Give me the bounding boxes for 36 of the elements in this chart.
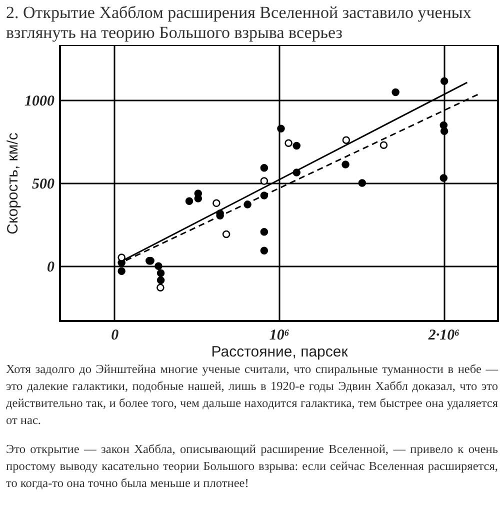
point (440, 127, 448, 136)
point (260, 228, 268, 236)
point (154, 262, 162, 270)
point (185, 197, 194, 206)
point (118, 267, 126, 276)
point (260, 246, 268, 255)
y-tick-label: 0 (47, 260, 55, 276)
point (156, 269, 165, 277)
point (440, 174, 448, 182)
text: Хотя задолго до Эйнштейна многие ученые считали, что спиральные туманности в небе — это далекие галактики, подобные нашей, лишь в 1920-е годы Эдвин Хаббл доказал, что это действительно так, и более того, чем дальше находится галактика, тем быстрее она удаляется от нас. (6, 361, 498, 429)
x-tick-label: 0 (111, 328, 120, 344)
point (156, 276, 165, 284)
point (292, 142, 301, 150)
y-tick-label: 500 (32, 176, 55, 192)
point (260, 164, 268, 172)
point (260, 177, 268, 185)
point (156, 284, 164, 292)
point (380, 141, 388, 149)
point (392, 88, 400, 96)
x-tick-label: 2·10⁶ (427, 328, 460, 344)
point (440, 77, 448, 85)
x-axis-title: Расстояние, парсек (211, 344, 348, 360)
point (284, 139, 292, 147)
point (358, 179, 366, 187)
point (222, 230, 230, 238)
point (277, 124, 285, 133)
point (342, 136, 350, 144)
y-axis-title: Скорость, км/с (4, 132, 22, 234)
text: Это открытие — закон Хаббла, описывающий расширение Вселенной, — привело к очень простому выводу касательно теории Большого взрыва: если сейчас Вселенная расширяется, то когда-то она точно была меньше и плотнее! (6, 441, 498, 492)
y-tick-label: 1000 (24, 93, 55, 110)
chart-title: 2. Открытие Хабблом расширения Вселенной заставило ученых взглянуть на теорию Большого взрыва всерьез (5, 2, 472, 44)
x-tick-label: 10⁶ (269, 328, 290, 344)
point (212, 199, 220, 207)
point (342, 160, 350, 168)
point (194, 194, 202, 202)
point (118, 254, 126, 262)
